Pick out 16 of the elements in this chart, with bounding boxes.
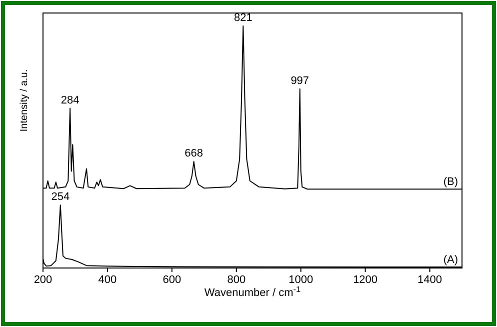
annotation: 821 (234, 12, 252, 24)
annotation: 254 (51, 191, 70, 204)
annotation: 668 (184, 148, 204, 160)
annotation: 997 (290, 74, 310, 87)
x-tick-label: 200 (34, 274, 52, 286)
x-tick-label: 1400 (418, 274, 442, 286)
x-axis-title: Wavenumber / cm$^{-1}$ (204, 284, 301, 299)
series-label: (A) (443, 254, 458, 266)
y-axis-title: Intensity / a.u. (19, 69, 30, 132)
x-tick-label: 400 (98, 274, 117, 286)
x-tick-label: 800 (227, 274, 246, 286)
annotation: 284 (60, 94, 80, 106)
x-tick-label: 1000 (288, 274, 314, 286)
series-label: (B) (443, 176, 458, 188)
x-tick-label: 1200 (353, 274, 378, 286)
x-tick-label: 600 (162, 274, 182, 286)
